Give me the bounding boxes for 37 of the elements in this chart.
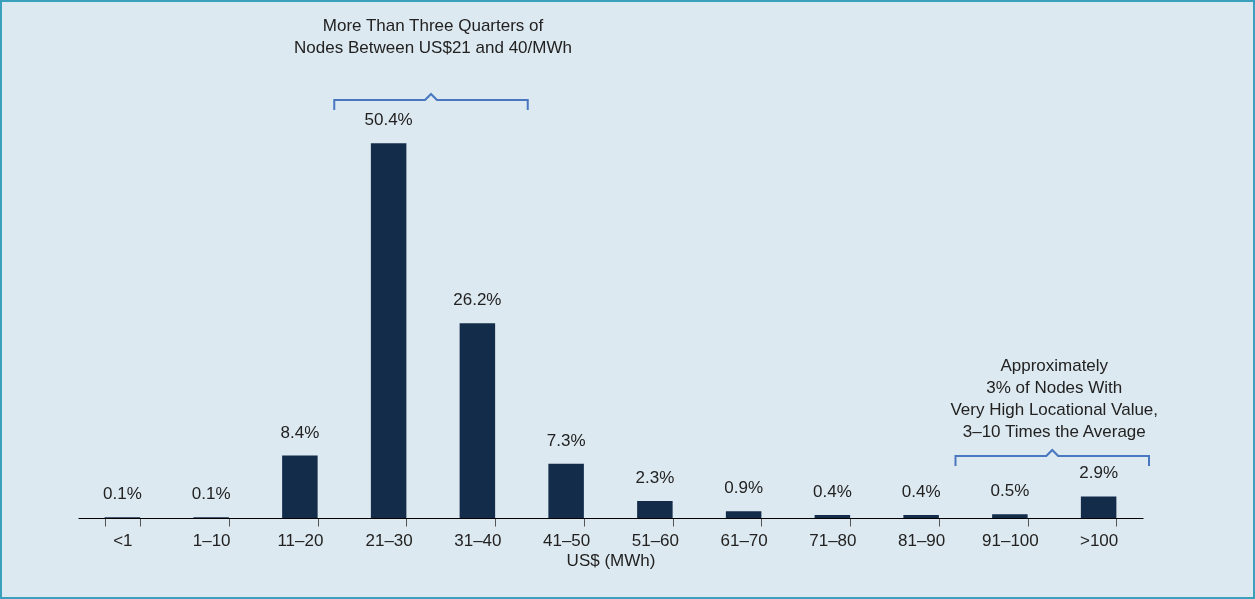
x-tick-label: >100: [1079, 530, 1119, 550]
x-tick-label: 61–70: [720, 530, 768, 550]
bar: [903, 515, 939, 518]
x-tick-label: 1–10: [192, 530, 231, 550]
data-label: 2.9%: [1079, 463, 1118, 483]
bar: [637, 500, 673, 518]
bar: [992, 514, 1028, 518]
data-label: 2.3%: [635, 467, 675, 487]
x-tick-label: 41–50: [542, 530, 591, 550]
bar: [725, 511, 762, 518]
x-axis-title: US$ (MWh): [566, 550, 656, 570]
data-label: 0.1%: [103, 484, 142, 504]
data-label: 0.9%: [724, 478, 763, 498]
data-label: 0.4%: [813, 482, 852, 502]
x-tick-label: 81–90: [897, 530, 946, 550]
data-label: 0.5%: [990, 481, 1030, 501]
bar: [282, 455, 318, 518]
bar: [370, 143, 407, 518]
x-tick-label: 51–60: [631, 530, 680, 550]
data-label: 7.3%: [546, 430, 586, 450]
bar: [548, 463, 584, 518]
x-tick-label: 21–30: [365, 530, 413, 550]
x-tick-label: 31–40: [454, 530, 502, 550]
data-label: 0.1%: [191, 484, 231, 504]
x-tick-label: 71–80: [809, 530, 857, 550]
x-tick-label: 11–20: [277, 530, 324, 550]
bar: [1080, 496, 1117, 518]
text: More Than Three Quarters of Nodes Between US$21 and 40/MWh: [294, 16, 572, 57]
x-tick-label: <1: [113, 530, 133, 550]
annotation: Approximately 3% of Nodes With Very High Locational Value, 3–10 Times the Average: [950, 356, 1159, 441]
data-label: 0.4%: [901, 482, 941, 502]
x-tick-label: 91–100: [982, 530, 1039, 550]
bar: [459, 323, 496, 518]
bar: [814, 515, 851, 518]
data-label: 50.4%: [364, 110, 413, 130]
data-label: 26.2%: [453, 290, 502, 310]
data-label: 8.4%: [280, 422, 320, 442]
